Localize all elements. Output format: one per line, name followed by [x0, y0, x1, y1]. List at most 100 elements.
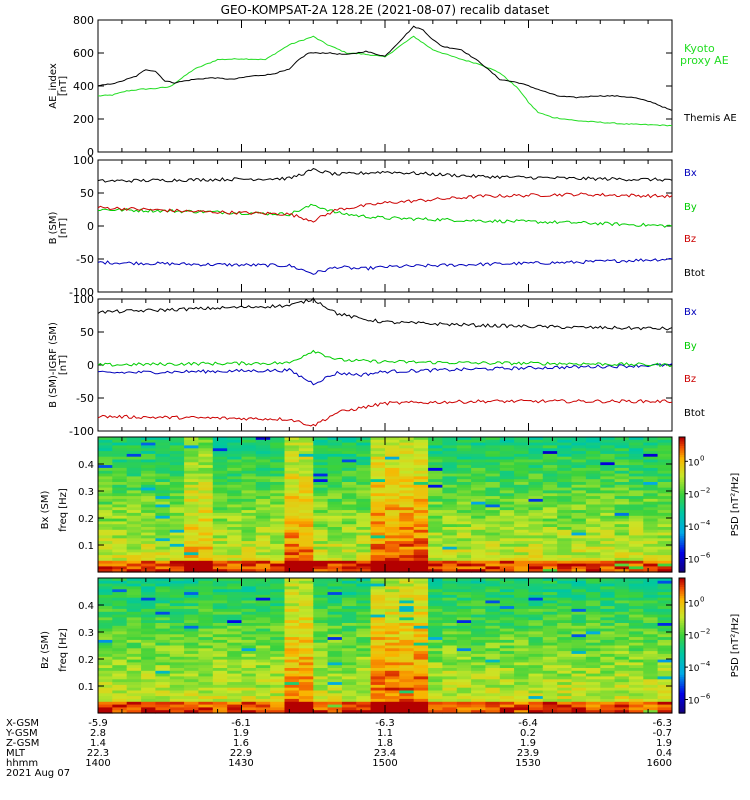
- spec-cell: [557, 445, 573, 449]
- spec-cell: [557, 515, 573, 520]
- spec-cell: [657, 560, 673, 565]
- spec-cell: [327, 603, 343, 607]
- spec-cell: [657, 628, 673, 632]
- colorbar-cell: [679, 495, 685, 499]
- spec-cell: [184, 482, 199, 486]
- spec-cell: [126, 459, 142, 463]
- spec-cell: [255, 704, 271, 708]
- spec-cell: [385, 583, 400, 587]
- spec-cell: [270, 479, 286, 483]
- spec-cell: [456, 557, 472, 562]
- spec-cell: [600, 467, 616, 472]
- spec-cell: [600, 586, 616, 590]
- spec-cell: [657, 589, 673, 593]
- spec-cell: [571, 690, 587, 694]
- spec-cell: [499, 687, 515, 692]
- spec-cell: [485, 586, 501, 590]
- spec-cell: [542, 583, 558, 587]
- spec-cell: [528, 484, 544, 489]
- spec-cell: [485, 583, 501, 587]
- spec-cell: [413, 682, 429, 686]
- spec-cell: [270, 614, 286, 618]
- spec-cell: [442, 614, 458, 618]
- spec-cell: [298, 611, 314, 616]
- spec-cell: [385, 496, 400, 500]
- spec-cell: [471, 679, 486, 683]
- spec-cell: [571, 637, 587, 641]
- spec-cell: [356, 704, 372, 708]
- spec-cell: [557, 465, 573, 469]
- spec-cell: [112, 563, 128, 567]
- spec-cell: [370, 493, 386, 497]
- bsm-series-0: [97, 257, 673, 275]
- spec-cell: [341, 682, 357, 686]
- spec-cell: [628, 532, 644, 536]
- spec-cell: [413, 487, 429, 491]
- bz-spec-ticks: 0.10.20.30.4: [78, 578, 673, 713]
- spec-cell: [184, 589, 199, 593]
- spec-cell: [442, 518, 458, 522]
- spec-cell: [657, 557, 673, 562]
- spec-cell: [112, 690, 128, 694]
- spec-cell: [557, 493, 573, 497]
- colorbar-exp: −2: [700, 487, 710, 495]
- spec-cell: [270, 501, 286, 506]
- spec-cell: [471, 470, 486, 475]
- spec-cell: [313, 608, 329, 613]
- spec-cell: [341, 549, 357, 553]
- spec-cell: [657, 668, 673, 672]
- spec-cell: [284, 687, 300, 692]
- spec-cell: [313, 682, 329, 686]
- spec-cell: [198, 673, 214, 677]
- spec-cell: [169, 541, 185, 545]
- spec-cell: [628, 541, 644, 545]
- spec-cell: [98, 603, 113, 607]
- spec-cell: [600, 566, 616, 570]
- spec-cell: [255, 462, 271, 466]
- spec-cell: [255, 512, 271, 517]
- spec-cell: [442, 606, 458, 610]
- spec-cell: [399, 451, 415, 455]
- bigrf-series-1: [97, 349, 673, 368]
- spec-cell: [485, 578, 501, 582]
- spec-cell: [471, 701, 486, 706]
- spec-cell: [298, 684, 314, 689]
- spec-cell: [499, 484, 515, 489]
- spec-cell: [600, 597, 616, 602]
- spec-cell: [370, 569, 386, 573]
- spec-cell: [327, 707, 343, 711]
- spec-cell: [628, 594, 644, 599]
- spec-cell: [485, 487, 501, 491]
- spec-cell: [542, 679, 558, 683]
- spec-cell: [413, 473, 429, 477]
- spec-cell: [614, 484, 630, 489]
- colorbar-cell: [679, 638, 685, 642]
- spec-cell: [614, 515, 630, 520]
- spec-cell: [327, 701, 343, 706]
- spec-cell: [557, 487, 573, 491]
- spec-cell: [557, 448, 573, 452]
- spec-cell: [141, 628, 156, 632]
- spec-cell: [227, 594, 243, 599]
- spec-cell: [428, 482, 443, 486]
- spec-cell: [155, 445, 171, 449]
- spec-cell: [585, 623, 601, 627]
- spec-cell: [571, 451, 587, 455]
- spec-cell: [112, 673, 128, 677]
- spec-cell: [212, 456, 228, 461]
- spec-cell: [313, 673, 329, 677]
- spec-cell: [514, 679, 529, 683]
- spec-cell: [600, 560, 616, 565]
- spec-cell: [255, 580, 271, 585]
- spec-cell: [370, 518, 386, 522]
- spec-cell: [585, 653, 601, 658]
- y-tick-label: 0.3: [78, 628, 94, 639]
- spec-cell: [485, 653, 501, 658]
- spec-cell: [212, 549, 228, 553]
- ephemeris-value: -5.9: [88, 718, 108, 729]
- spec-cell: [485, 439, 501, 444]
- spec-cell: [298, 448, 314, 452]
- spec-cell: [356, 600, 372, 604]
- spec-cell: [428, 448, 443, 452]
